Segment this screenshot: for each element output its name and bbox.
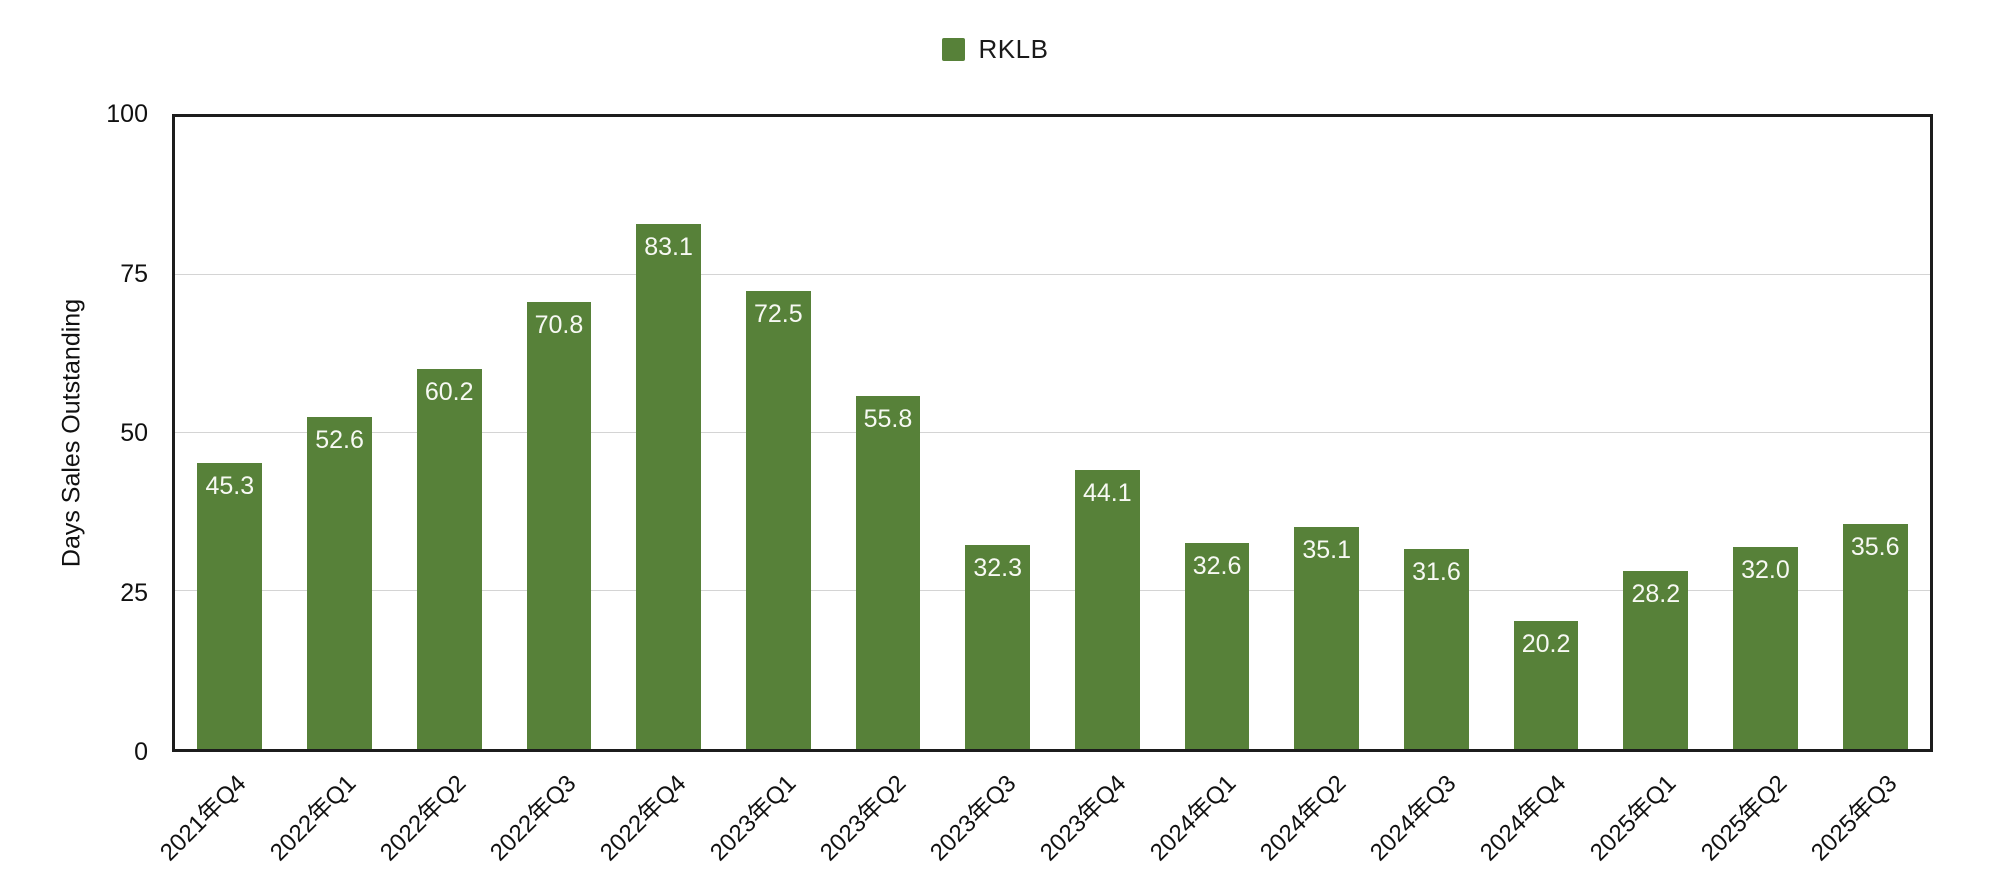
bar-slot: 83.1 [614,117,724,749]
bar-2023年Q1[interactable]: 72.5 [745,290,811,749]
y-tick-label-0: 0 [134,738,148,766]
bar-slot: 32.3 [943,117,1053,749]
bar-2024年Q3[interactable]: 31.6 [1404,549,1469,749]
bar-value-label: 72.5 [753,299,803,328]
bars-layer: 45.3 52.6 60.2 70.8 83.1 72.5 55.8 32.3 44.1 32.6… [175,117,1930,749]
bar-value-label: 70.8 [534,310,584,339]
x-tick-label-2022年Q2: 2022年Q2 [374,769,472,867]
bar-slot: 45.3 [175,117,285,749]
bar-slot: 44.1 [1053,117,1163,749]
bar-slot: 35.6 [1820,117,1930,749]
bar-value-label: 60.2 [424,377,474,406]
bar-value-label: 55.8 [863,405,913,434]
bar-value-label: 20.2 [1521,630,1571,659]
bar-2023年Q4[interactable]: 44.1 [1074,470,1140,749]
legend-swatch-icon [941,38,965,61]
x-tick-label-2025年Q3: 2025年Q3 [1805,769,1903,867]
x-tick-label-2023年Q1: 2023年Q1 [704,769,802,867]
bar-value-label: 35.1 [1302,536,1352,565]
plot-area: 45.3 52.6 60.2 70.8 83.1 72.5 55.8 32.3 44.1 32.6… [172,114,1933,752]
bar-2022年Q2[interactable]: 60.2 [416,368,482,749]
bar-slot: 32.6 [1162,117,1272,749]
bar-slot: 20.2 [1491,117,1601,749]
gridline-75 [175,274,1930,275]
x-tick-label-2024年Q3: 2024年Q3 [1365,769,1462,867]
bar-2024年Q2[interactable]: 35.1 [1294,527,1360,749]
y-tick-label-75: 75 [120,259,148,288]
bar-2025年Q2[interactable]: 32.0 [1733,546,1798,749]
bar-2023年Q3[interactable]: 32.3 [965,544,1030,749]
bar-2023年Q2[interactable]: 55.8 [855,396,921,749]
x-tick-label-2024年Q4: 2024年Q4 [1475,769,1572,867]
gridline-25 [175,590,1930,591]
bar-slot: 35.1 [1272,117,1382,749]
x-tick-label-2023年Q4: 2023年Q4 [1035,769,1132,867]
bar-2024年Q1[interactable]: 32.6 [1184,542,1250,749]
bar-2021年Q4[interactable]: 45.3 [197,462,263,749]
x-tick-label-2024年Q2: 2024年Q2 [1255,769,1352,867]
x-tick-label-2025年Q2: 2025年Q2 [1695,769,1792,867]
legend-label: RKLB [978,34,1049,64]
bar-slot: 55.8 [833,117,943,749]
bar-2025年Q1[interactable]: 28.2 [1623,570,1689,749]
bar-value-label: 32.6 [1192,551,1242,580]
legend: RKLB [0,34,1990,65]
bar-slot: 72.5 [723,117,833,749]
y-tick-label-100: 100 [106,100,148,128]
bar-value-label: 52.6 [315,425,364,454]
bar-slot: 52.6 [285,117,395,749]
bar-slot: 31.6 [1382,117,1492,749]
legend-item-rklb[interactable]: RKLB [941,34,1049,65]
bar-slot: 28.2 [1601,117,1711,749]
x-tick-label-2022年Q3: 2022年Q3 [484,769,582,867]
bar-value-label: 28.2 [1631,579,1681,608]
bar-value-label: 35.6 [1850,533,1900,562]
gridline-50 [175,432,1930,433]
bar-slot: 70.8 [504,117,614,749]
x-tick-label-2025年Q1: 2025年Q1 [1585,769,1682,867]
bar-value-label: 45.3 [205,471,255,500]
x-tick-labels: 2021年Q4 2022年Q1 2022年Q2 2022年Q3 2022年Q4 2023年… [155,763,1933,893]
x-tick-label-2022年Q1: 2022年Q1 [264,769,362,867]
bar-2024年Q4[interactable]: 20.2 [1513,621,1579,749]
bar-value-label: 32.0 [1741,555,1790,584]
bar-2022年Q4[interactable]: 83.1 [636,223,701,749]
y-tick-label-50: 50 [120,419,148,447]
bar-2022年Q1[interactable]: 52.6 [307,416,372,749]
x-tick-label-2022年Q4: 2022年Q4 [594,769,692,867]
x-tick-label-2023年Q3: 2023年Q3 [925,769,1022,867]
bar-value-label: 44.1 [1083,479,1132,508]
bar-slot: 32.0 [1711,117,1821,749]
bar-value-label: 32.3 [973,553,1022,582]
x-tick-label-2021年Q4: 2021年Q4 [154,769,252,867]
bar-2022年Q3[interactable]: 70.8 [526,301,592,749]
x-tick-label-2023年Q2: 2023年Q2 [814,769,912,867]
bar-slot: 60.2 [394,117,504,749]
bar-value-label: 83.1 [644,232,693,261]
y-tick-label-25: 25 [120,578,148,607]
bar-2025年Q3[interactable]: 35.6 [1842,524,1908,749]
bar-value-label: 31.6 [1412,558,1461,587]
x-tick-label-2024年Q1: 2024年Q1 [1145,769,1242,867]
